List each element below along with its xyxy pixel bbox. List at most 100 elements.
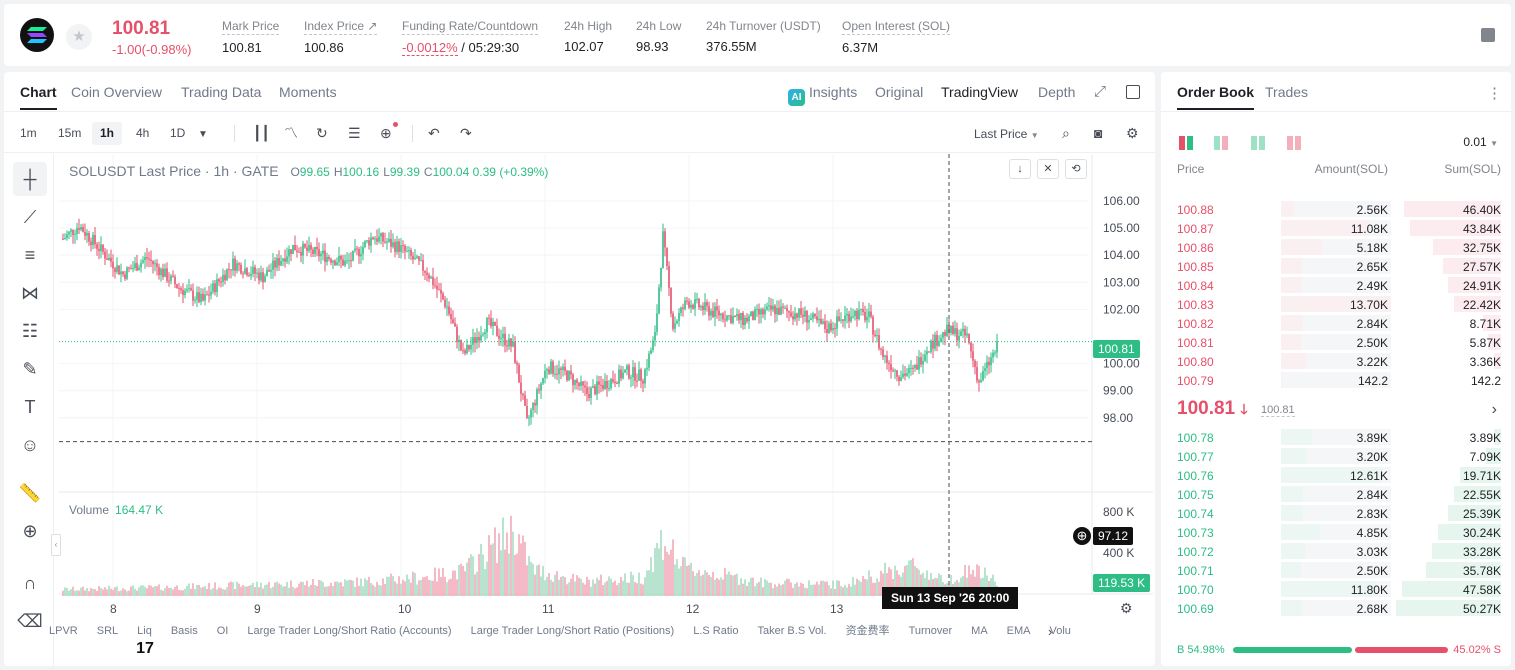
stat-label[interactable]: Index Price ↗ xyxy=(304,19,378,35)
bid-row[interactable]: 100.76 12.61K 19.71K xyxy=(1161,466,1511,485)
more-options-icon[interactable]: ⋮ xyxy=(1487,85,1502,102)
ruler-tool-icon[interactable]: 📏 xyxy=(18,482,42,503)
scroll-down-icon[interactable]: ↓ xyxy=(1009,159,1031,179)
indicator-item[interactable]: 资金费率 xyxy=(845,625,890,637)
indicator-item[interactable]: EMA xyxy=(1006,625,1031,637)
header-sum: Sum(SOL) xyxy=(1444,162,1501,176)
ask-row[interactable]: 100.81 2.50K 5.87K xyxy=(1161,333,1511,352)
favorite-star-icon[interactable]: ★ xyxy=(66,24,92,50)
interval-15m[interactable]: 15m xyxy=(58,126,82,140)
indicator-item[interactable]: Volu xyxy=(1049,625,1071,637)
ask-row[interactable]: 100.85 2.65K 27.57K xyxy=(1161,257,1511,276)
indicator-item[interactable]: LPVR xyxy=(49,625,78,637)
ask-row[interactable]: 100.79 142.2 142.2 xyxy=(1161,371,1511,390)
horizontal-lines-tool-icon[interactable]: ≡ xyxy=(24,244,36,265)
indicator-item[interactable]: Large Trader Long/Short Ratio (Accounts) xyxy=(247,625,452,637)
indicator-item[interactable]: Turnover xyxy=(908,625,953,637)
text-tool-icon[interactable]: T xyxy=(24,396,36,417)
eraser-tool-icon[interactable]: ⌫ xyxy=(17,610,43,631)
indicator-item[interactable]: Large Trader Long/Short Ratio (Positions… xyxy=(470,625,675,637)
interval-dropdown-icon[interactable]: ▼ xyxy=(198,129,208,140)
tradingview-logo[interactable]: 17 xyxy=(129,636,161,662)
bid-row[interactable]: 100.77 3.20K 7.09K xyxy=(1161,447,1511,466)
fullscreen-icon[interactable] xyxy=(1126,85,1140,99)
pattern-tool-icon[interactable]: ⋈ xyxy=(21,282,39,303)
crosshair-tool-icon[interactable]: ┼ xyxy=(13,162,47,196)
magnet-tool-icon[interactable]: ∩ xyxy=(23,572,37,593)
expand-icon[interactable]: ⤢ xyxy=(1094,83,1107,100)
search-icon[interactable]: ⌕ xyxy=(1062,125,1070,141)
interval-1m[interactable]: 1m xyxy=(20,126,37,140)
replay-icon[interactable]: ↻ xyxy=(316,125,328,141)
ask-row[interactable]: 100.83 13.70K 22.42K xyxy=(1161,295,1511,314)
bid-row[interactable]: 100.69 2.68K 50.27K xyxy=(1161,599,1511,618)
book-icon[interactable] xyxy=(1481,28,1495,42)
bid-row[interactable]: 100.74 2.83K 25.39K xyxy=(1161,504,1511,523)
indicator-item[interactable]: Basis xyxy=(170,625,198,637)
indicator-item[interactable]: L.S Ratio xyxy=(693,625,739,637)
bid-row[interactable]: 100.70 11.80K 47.58K xyxy=(1161,580,1511,599)
tab-trades[interactable]: Trades xyxy=(1265,84,1309,100)
view-depth[interactable]: Depth xyxy=(1038,84,1076,100)
fib-tool-icon[interactable]: ☷ xyxy=(21,320,39,341)
bid-row[interactable]: 100.72 3.03K 33.28K xyxy=(1161,542,1511,561)
redo-icon[interactable]: ↷ xyxy=(460,125,472,141)
view-insights[interactable]: AI Insights xyxy=(788,84,857,106)
interval-4h[interactable]: 4h xyxy=(136,126,150,140)
price-source-select[interactable]: Last Price ▼ xyxy=(974,127,1039,141)
reset-icon[interactable]: ⟲ xyxy=(1065,159,1087,179)
chevron-right-icon[interactable]: › xyxy=(1491,401,1497,418)
stat-label[interactable]: Funding Rate/Countdown xyxy=(402,19,539,35)
templates-icon[interactable]: ☰ xyxy=(348,125,361,141)
book-mode-mixed-icon[interactable] xyxy=(1214,136,1228,150)
view-original[interactable]: Original xyxy=(875,84,924,100)
interval-1h[interactable]: 1h xyxy=(92,122,123,145)
collapse-icon[interactable]: ✕ xyxy=(1037,159,1059,179)
indicator-scroll-right-icon[interactable]: › xyxy=(1048,624,1053,639)
indicators-icon[interactable]: 〽 xyxy=(284,125,298,141)
view-tradingview[interactable]: TradingView xyxy=(941,84,1019,100)
indicator-item[interactable]: SRL xyxy=(96,625,119,637)
volume-bar xyxy=(288,587,290,596)
precision-select[interactable]: 0.01 ▼ xyxy=(1463,135,1498,149)
collapse-left-icon[interactable]: ‹ xyxy=(51,534,61,556)
book-mode-bids-icon[interactable] xyxy=(1251,136,1265,150)
add-order-icon[interactable]: ⊕ xyxy=(1073,527,1091,545)
ask-row[interactable]: 100.86 5.18K 32.75K xyxy=(1161,238,1511,257)
tab-moments[interactable]: Moments xyxy=(279,84,337,100)
bid-row[interactable]: 100.71 2.50K 35.78K xyxy=(1161,561,1511,580)
tab-trading-data[interactable]: Trading Data xyxy=(181,84,262,100)
axis-settings-icon[interactable]: ⚙ xyxy=(1120,600,1133,616)
settings-gear-icon[interactable]: ⚙ xyxy=(1126,125,1139,141)
book-mode-asks-icon[interactable] xyxy=(1287,136,1301,150)
trendline-tool-icon[interactable]: ⟋ xyxy=(23,206,37,227)
stat-label[interactable]: Mark Price xyxy=(222,19,280,35)
indicator-item[interactable]: Taker B.S Vol. xyxy=(757,625,827,637)
candlestick-chart[interactable]: 106.00 105.00 104.00 103.00 102.00 100.00 99.0… xyxy=(59,154,1153,666)
emoji-tool-icon[interactable]: ☺ xyxy=(20,434,40,455)
interval-1d[interactable]: 1D xyxy=(170,126,186,140)
undo-icon[interactable]: ↶ xyxy=(428,125,440,141)
ask-row[interactable]: 100.82 2.84K 8.71K xyxy=(1161,314,1511,333)
indicator-item[interactable]: OI xyxy=(216,625,229,637)
book-mode-both-icon[interactable] xyxy=(1179,136,1193,150)
add-alert-icon[interactable]: ⊕ xyxy=(380,122,398,141)
tab-order-book[interactable]: Order Book xyxy=(1177,84,1255,110)
brush-tool-icon[interactable]: ✎ xyxy=(22,358,38,379)
ask-row[interactable]: 100.88 2.56K 46.40K xyxy=(1161,200,1511,219)
bid-row[interactable]: 100.73 4.85K 30.24K xyxy=(1161,523,1511,542)
bid-row[interactable]: 100.75 2.84K 22.55K xyxy=(1161,485,1511,504)
candle-type-icon[interactable]: ┃┃ xyxy=(253,125,270,141)
stat-label[interactable]: Open Interest (SOL) xyxy=(842,19,951,35)
ask-row[interactable]: 100.80 3.22K 3.36K xyxy=(1161,352,1511,371)
tab-coin-overview[interactable]: Coin Overview xyxy=(71,84,163,100)
indicator-item[interactable]: Liq xyxy=(137,625,152,637)
bid-row[interactable]: 100.78 3.89K 3.89K xyxy=(1161,428,1511,447)
tab-chart[interactable]: Chart xyxy=(20,84,57,110)
ask-row[interactable]: 100.87 11.08K 43.84K xyxy=(1161,219,1511,238)
zoom-in-tool-icon[interactable]: ⊕ xyxy=(22,520,38,541)
chart-plot-area[interactable]: 106.00 105.00 104.00 103.00 102.00 100.00 99.0… xyxy=(51,154,1153,666)
indicator-item[interactable]: MA xyxy=(971,625,988,637)
ask-row[interactable]: 100.84 2.49K 24.91K xyxy=(1161,276,1511,295)
camera-icon[interactable]: ◙ xyxy=(1094,125,1103,141)
